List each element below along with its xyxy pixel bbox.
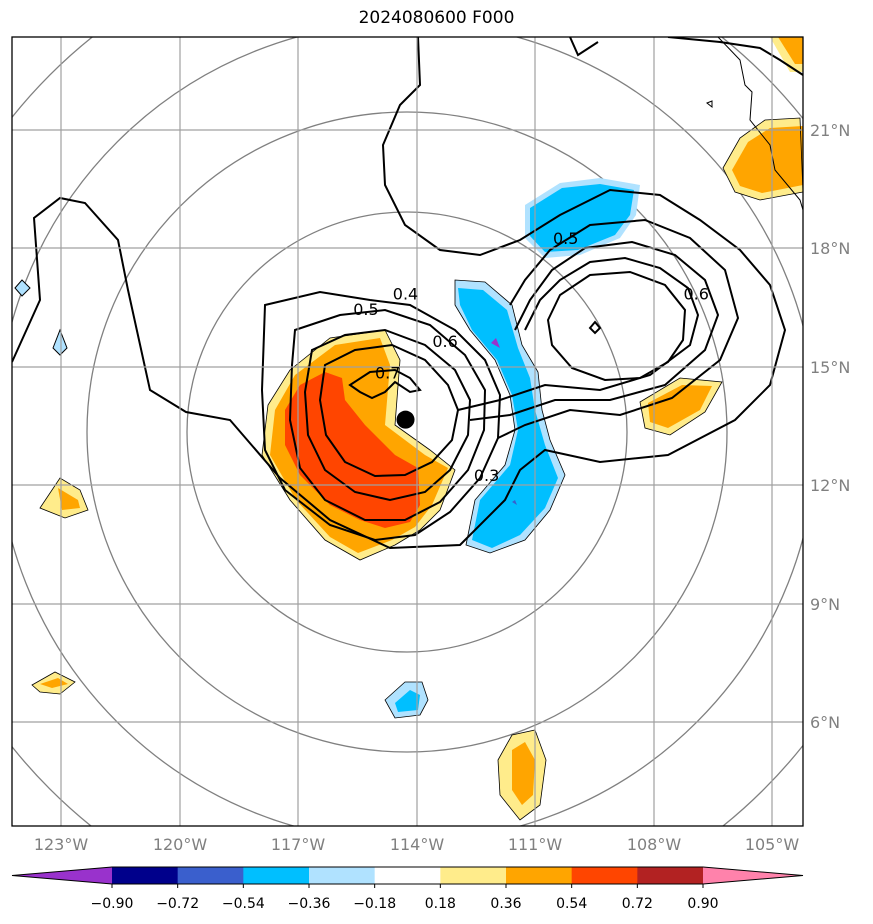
colorbar-tick-label: 0.90 (687, 896, 718, 912)
ne-contour (667, 37, 803, 76)
range-ring (86, 111, 728, 753)
colorbar: −0.90 −0.72 −0.54 −0.36 −0.18 0.18 0.36 0.54 0.7… (11, 866, 804, 912)
cool-fill-0.36 (458, 288, 558, 548)
lat-tick-label: 12°N (810, 476, 850, 495)
colorbar-segment (177, 867, 244, 884)
contour-label: 0.5 (553, 229, 578, 248)
outer-contour (12, 37, 787, 550)
colorbar-tick-label: −0.36 (288, 896, 331, 912)
lat-tick-label: 6°N (810, 713, 840, 732)
colorbar-segment (506, 867, 573, 884)
ring-contour-0.6 (318, 343, 460, 478)
lat-tick-label: 15°N (810, 358, 850, 377)
cool-fill-0.18 (53, 330, 67, 355)
warm-fill-0.54 (285, 372, 420, 528)
lon-tick-label: 117°W (271, 835, 326, 854)
colorbar-segment (440, 867, 507, 884)
east-contour-d (546, 270, 687, 382)
contour-label: 0.5 (353, 300, 378, 319)
colorbar-segment (374, 867, 441, 884)
lon-tick-label: 111°W (508, 835, 563, 854)
colorbar-tick-label: −0.18 (353, 896, 396, 912)
lat-tick-labels: 21°N 18°N 15°N 12°N 9°N 6°N (810, 121, 850, 732)
range-ring (186, 211, 628, 653)
lon-tick-label: 105°W (745, 835, 800, 854)
warm-fill-0.36 (732, 126, 803, 193)
range-ring (12, 37, 803, 826)
east-contour-b (469, 240, 720, 421)
colorbar-tick-label: −0.90 (91, 896, 134, 912)
warm-fill-0.36 (648, 385, 712, 428)
contour-label: 0.7 (375, 363, 400, 382)
purple-speck (491, 338, 500, 348)
cool-fill-0.36 (530, 184, 634, 252)
lon-tick-label: 123°W (34, 835, 89, 854)
colorbar-extend-low (12, 867, 112, 884)
cool-fill-0.18 (15, 280, 30, 296)
ring-contour-0.3 (260, 290, 502, 542)
ne-contour-2 (569, 37, 599, 57)
ring-contour-0.4 (288, 308, 487, 521)
line-contours (12, 37, 803, 550)
east-speck (588, 320, 602, 335)
contour-label: 0.6 (432, 332, 457, 351)
warm-fill-0.36 (778, 37, 803, 64)
colorbar-segment (243, 867, 310, 884)
colorbar-tick-label: 0.72 (622, 896, 653, 912)
contour-label: 0.6 (683, 284, 708, 303)
east-contour-c (457, 256, 700, 411)
cool-fill-0.36 (395, 690, 420, 712)
ring-contour-0.7 (348, 368, 422, 400)
colorbar-segment (637, 867, 704, 884)
colorbar-segment (112, 867, 179, 884)
warm-fill-0.36 (512, 742, 535, 805)
colorbar-tick-label: 0.18 (425, 896, 456, 912)
purple-speck (512, 500, 517, 505)
plot-frame (11, 36, 804, 827)
colorbar-segment (571, 867, 638, 884)
storm-center-marker (396, 410, 415, 429)
coastline (14, 37, 803, 356)
lon-tick-label: 120°W (153, 835, 208, 854)
lon-tick-label: 108°W (627, 835, 682, 854)
chart-title: 2024080600 F000 (358, 8, 515, 28)
colorbar-tick-label: −0.72 (156, 896, 199, 912)
east-contour-a (497, 218, 740, 439)
colorbar-tick-label: 0.54 (556, 896, 587, 912)
gridlines (12, 37, 803, 826)
filled-contours (15, 37, 803, 820)
contour-label: 0.4 (393, 284, 418, 303)
lon-tick-label: 114°W (390, 835, 445, 854)
lat-tick-label: 21°N (810, 121, 850, 140)
lon-tick-labels: 123°W 120°W 117°W 114°W 111°W 108°W 105°… (34, 835, 800, 854)
colorbar-segment (309, 867, 376, 884)
lat-tick-label: 9°N (810, 595, 840, 614)
colorbar-tick-label: 0.36 (490, 896, 521, 912)
contour-labels: 0.4 0.5 0.6 0.7 0.3 0.5 0.6 (353, 229, 709, 485)
lat-tick-label: 18°N (810, 239, 850, 258)
colorbar-tick-label: −0.54 (222, 896, 265, 912)
warm-fill-0.36 (58, 488, 80, 510)
contour-label: 0.3 (474, 466, 499, 485)
ring-contour-0.5 (303, 328, 472, 502)
colorbar-extend-high (703, 867, 803, 884)
